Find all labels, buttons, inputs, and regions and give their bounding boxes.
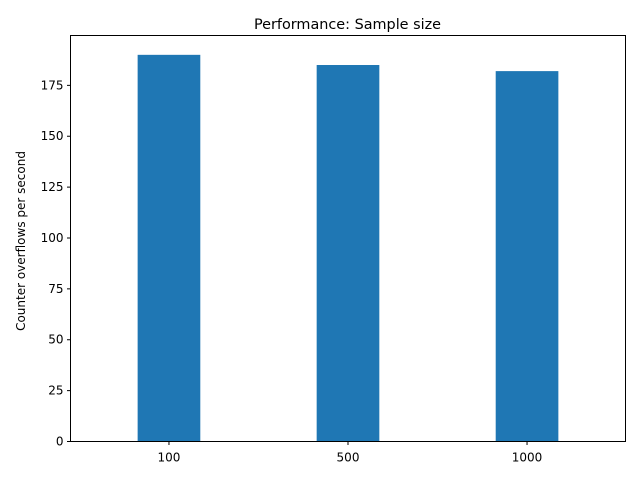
x-tick-label: 100 xyxy=(158,451,181,465)
y-tick-label: 100 xyxy=(41,231,64,245)
y-tick-label: 50 xyxy=(48,333,63,347)
x-axis: 100 500 1000 xyxy=(158,441,543,465)
plot-frame xyxy=(70,35,626,442)
y-axis-label: Counter overflows per second xyxy=(14,151,28,331)
y-tick-label: 125 xyxy=(41,180,64,194)
x-tick-label: 1000 xyxy=(512,451,543,465)
y-tick-label: 175 xyxy=(41,78,64,92)
chart-title: Performance: Sample size xyxy=(254,17,441,33)
y-tick-label: 75 xyxy=(48,282,63,296)
bar-100 xyxy=(137,54,201,442)
y-tick-label: 25 xyxy=(48,384,63,398)
x-tick-label: 500 xyxy=(337,451,360,465)
bars-group xyxy=(137,54,559,442)
y-tick-label: 150 xyxy=(41,129,64,143)
y-tick-label: 0 xyxy=(56,435,64,449)
bar-500 xyxy=(316,65,380,442)
bar-1000 xyxy=(495,71,559,442)
y-axis: 0 25 50 75 100 125 150 175 xyxy=(41,78,71,449)
